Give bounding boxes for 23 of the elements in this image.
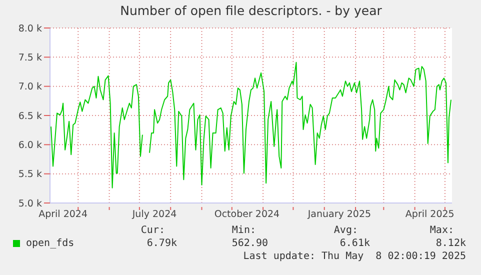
chart-title: Number of open file descriptors. - by year	[119, 3, 383, 18]
y-tick-label: 7.0 k	[18, 82, 42, 93]
x-tick-label: April 2024	[38, 209, 88, 220]
text: 6.61k	[340, 238, 370, 249]
y-tick-label: 5.0 k	[18, 198, 42, 210]
text: 8.12k	[436, 238, 466, 249]
text: Max:	[430, 225, 454, 236]
y-tick-label: 6.0 k	[18, 140, 42, 152]
text: Cur:	[140, 225, 165, 236]
x-tick-label: April 2025	[405, 209, 454, 220]
text: Avg:	[334, 225, 358, 236]
text: 6.79k	[146, 238, 177, 249]
y-tick-label: 7.5 k	[18, 52, 42, 64]
y-tick-label: 6.5 k	[18, 110, 42, 122]
y-tick-label: 8.0 k	[18, 23, 42, 34]
text: Last update: Thu May 8 02:00:19 2025	[243, 251, 466, 262]
text: Min:	[232, 225, 256, 236]
legend-label: open_fds	[26, 238, 74, 249]
text: 562.90	[232, 238, 268, 249]
x-tick-label: July 2024	[131, 209, 177, 220]
x-tick-label: October 2024	[214, 209, 280, 220]
x-tick-label: January 2025	[306, 209, 372, 220]
y-tick-label: 5.5 k	[18, 169, 42, 180]
